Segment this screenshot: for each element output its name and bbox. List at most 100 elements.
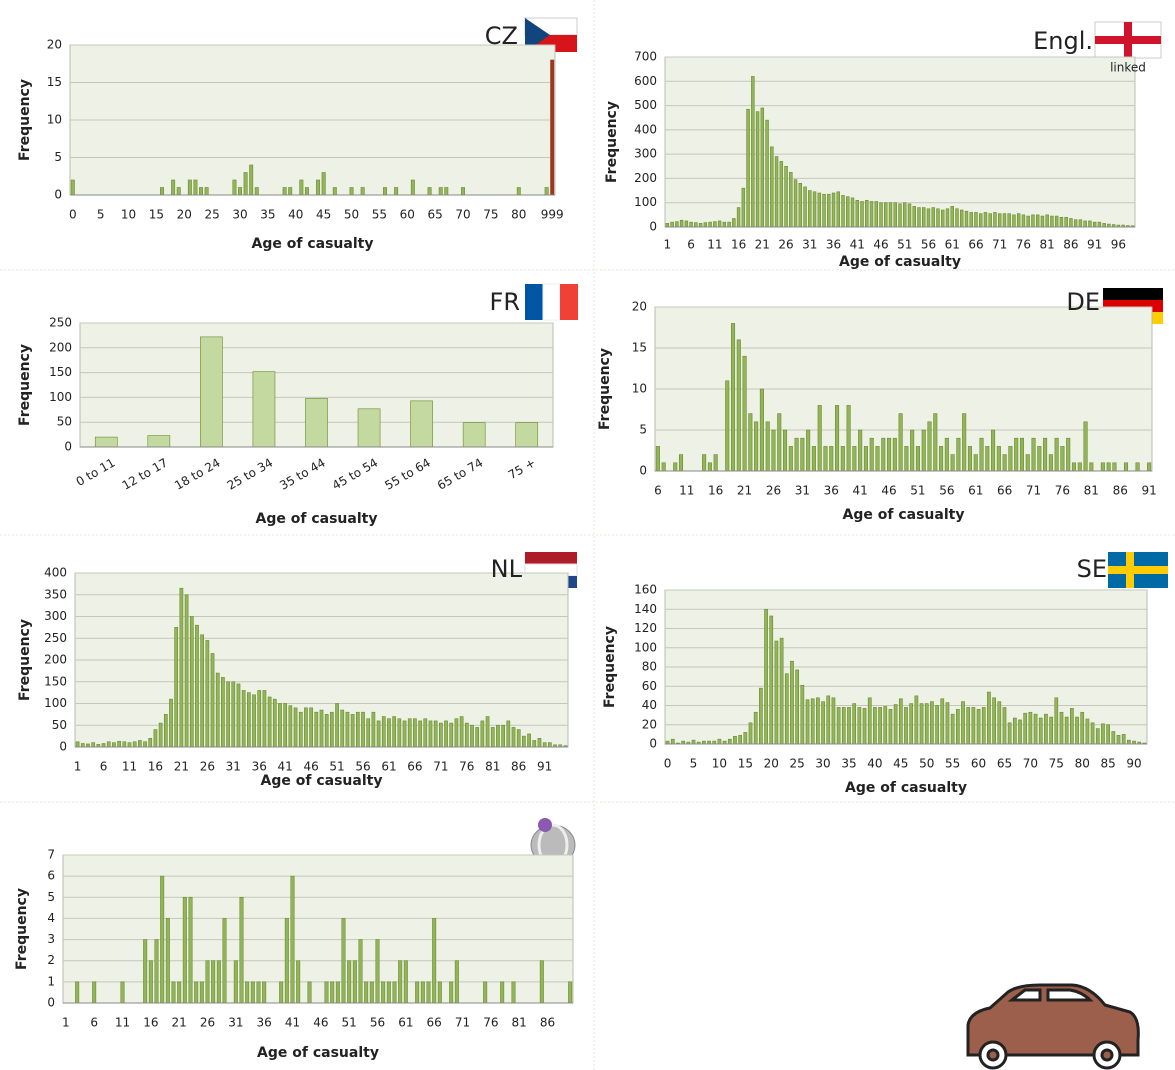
x-tick-label: 25 (205, 208, 220, 222)
plot-area (664, 56, 1136, 228)
bar (250, 981, 255, 1004)
bar (673, 462, 678, 472)
bar (915, 446, 920, 472)
y-tick-label: 2 (47, 953, 55, 967)
bar (779, 161, 784, 228)
bar (945, 702, 950, 745)
bar (702, 454, 707, 472)
bar (759, 388, 764, 472)
bar (969, 212, 973, 228)
bar (288, 187, 293, 196)
bar (950, 713, 955, 745)
x-tick-label: 36 (826, 238, 841, 252)
bar (423, 718, 428, 748)
bar (397, 718, 402, 748)
bar (698, 223, 703, 228)
country-label: DE (1066, 288, 1100, 316)
bar (511, 981, 516, 1004)
x-tick-label: 31 (795, 484, 810, 498)
bar (210, 653, 215, 748)
x-tick-label: 25 (790, 757, 805, 771)
bar (532, 740, 537, 748)
bar (127, 742, 132, 748)
x-tick-label: 31 (802, 238, 817, 252)
x-tick-label: 45 to 54 (330, 456, 380, 493)
bar (1014, 437, 1019, 472)
y-tick-label: 10 (632, 382, 647, 396)
bar (117, 741, 121, 748)
bar (730, 323, 736, 472)
y-tick-label: 15 (47, 75, 62, 89)
y-axis-label: Frequency (17, 344, 33, 426)
bar (869, 201, 874, 228)
x-tick-label: 36 (824, 484, 839, 498)
y-tick-label: 200 (44, 653, 67, 667)
bar (1060, 446, 1065, 472)
x-tick-label: 21 (737, 484, 752, 498)
bar (1007, 213, 1011, 228)
x-tick-label: 11 (707, 238, 722, 252)
y-tick-label: 600 (634, 74, 657, 88)
y-tick-label: 80 (642, 660, 657, 674)
bar (496, 724, 500, 748)
bar (319, 709, 324, 748)
bar (309, 707, 313, 748)
bar (675, 221, 679, 228)
bar (1121, 734, 1126, 745)
bar (1097, 221, 1102, 228)
bar (751, 76, 755, 228)
bar (112, 742, 116, 748)
bar (793, 179, 798, 228)
x-tick-label: 11 (679, 484, 694, 498)
bar (539, 960, 544, 1004)
bar (462, 422, 486, 448)
bar (298, 711, 303, 748)
bar (101, 743, 106, 748)
bar (1025, 454, 1030, 472)
y-tick-label: 0 (54, 188, 62, 202)
bar (746, 108, 750, 228)
x-tick-label: 61 (968, 484, 983, 498)
bar (516, 729, 521, 748)
bar (888, 709, 893, 745)
bar (1083, 220, 1087, 228)
y-tick-label: 0 (59, 740, 67, 754)
bar (160, 875, 165, 1004)
bar (852, 703, 857, 745)
bar (335, 981, 340, 1004)
x-tick-label: 75 + (506, 456, 538, 483)
bar (707, 462, 712, 472)
bar (684, 220, 689, 228)
y-axis-label: Frequency (17, 619, 33, 701)
x-tick-label: 41 (850, 238, 865, 252)
bar (955, 709, 960, 745)
bar (360, 187, 365, 196)
bar (204, 187, 209, 196)
bar (459, 716, 464, 748)
bar (722, 221, 727, 228)
bar (858, 429, 863, 472)
bar (375, 939, 380, 1004)
x-tick-label: 56 (939, 484, 954, 498)
bar (935, 705, 939, 745)
bar (106, 741, 111, 748)
bar (898, 203, 902, 228)
bar (974, 212, 978, 228)
x-tick-label: 70 (1023, 757, 1038, 771)
bar (324, 714, 329, 748)
x-tick-label: 61 (398, 1016, 413, 1030)
bar (850, 197, 855, 228)
bar (689, 221, 693, 228)
bar (226, 681, 230, 748)
x-tick-label: 76 (1016, 238, 1031, 252)
x-axis-label: Age of casualty (257, 1045, 379, 1061)
bar (823, 446, 828, 472)
x-tick-label: 16 (148, 760, 163, 774)
y-tick-label: 7 (47, 848, 55, 862)
x-tick-label: 5 (97, 208, 105, 222)
bar (158, 722, 163, 748)
bar (148, 960, 153, 1004)
x-tick-label: 66 (407, 760, 422, 774)
x-tick-label: 35 to 44 (277, 456, 327, 493)
bar (1111, 731, 1116, 745)
